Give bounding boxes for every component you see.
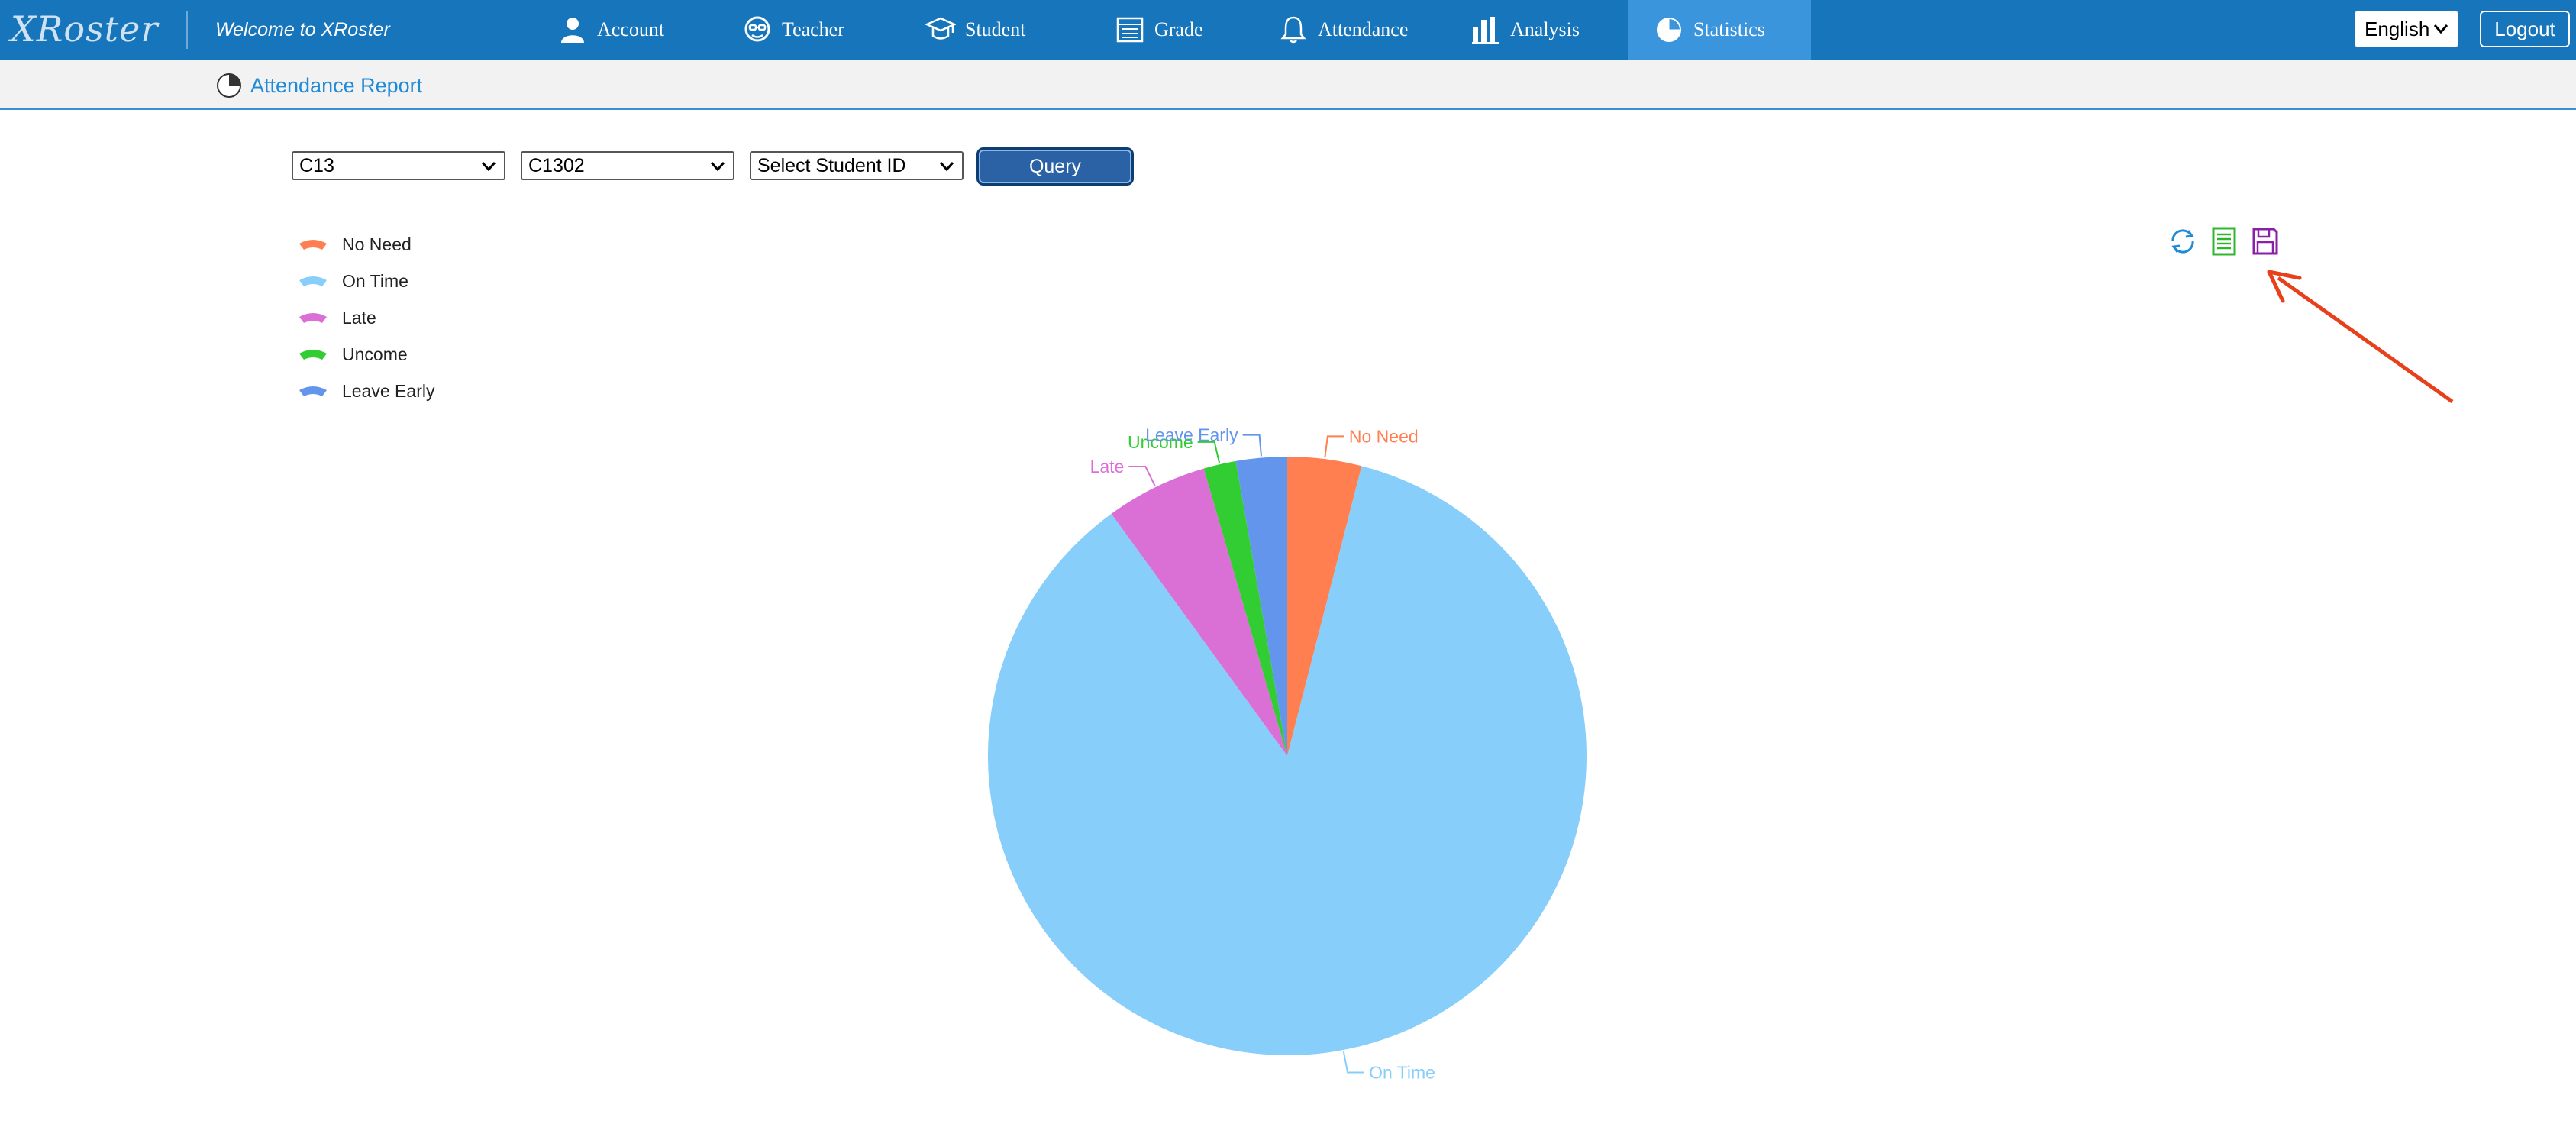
legend-swatch [299,276,327,286]
pie-icon [1657,18,1681,42]
breadcrumb-label: Attendance Report [250,73,423,97]
chevron-down-icon [939,162,954,172]
nav-analysis-label: Analysis [1510,18,1580,40]
slice-label-line [1197,441,1221,463]
legend-label: No Need [342,234,412,254]
class-select[interactable]: C1302 [521,151,734,180]
chart-toolbox [2168,226,2280,257]
refresh-icon[interactable] [2168,226,2197,257]
slice-label-line [1324,435,1344,458]
logout-button[interactable]: Logout [2480,11,2570,47]
nav-account-label: Account [597,18,665,40]
grade-select[interactable]: C13 [292,151,505,180]
legend-item[interactable]: No Need [298,226,434,263]
legend-swatch [299,350,327,360]
breadcrumb-bar: Attendance Report [0,60,2576,110]
grade-list-icon [1116,17,1144,43]
class-select-value: C1302 [528,155,585,176]
legend-item[interactable]: Leave Early [298,373,434,409]
student-select[interactable]: Select Student ID [750,151,964,180]
slice-label: Late [1090,457,1125,476]
data-view-icon[interactable] [2210,226,2239,257]
chart-legend: No Need On Time Late Uncome Leave Early [298,226,434,409]
grade-select-value: C13 [299,155,334,176]
slice-label: On Time [1369,1063,1435,1083]
slice-label: Uncome [1128,432,1193,452]
slice-label-line [1128,466,1156,486]
pie-slice[interactable] [1203,460,1287,756]
slice-label: Leave Early [1145,425,1238,445]
chevron-down-icon [710,162,725,172]
logo-divider [186,11,188,49]
nav-grade[interactable]: Grade [1115,0,1203,60]
nav-analysis[interactable]: Analysis [1470,0,1580,60]
legend-label: Uncome [342,344,408,364]
student-cap-icon [925,17,956,40]
slice-label-line [1342,1051,1365,1074]
nav-statistics[interactable]: Statistics [1628,0,1811,60]
slice-label-line [1242,434,1262,457]
welcome-text: Welcome to XRoster [215,19,390,40]
pie-slice[interactable] [988,466,1587,1055]
chevron-down-icon [481,162,496,172]
legend-label: Leave Early [342,380,435,401]
nav-attendance[interactable]: Attendance [1278,0,1408,60]
query-button[interactable]: Query [979,150,1131,183]
pie-slice[interactable] [1287,457,1362,756]
nav-teacher[interactable]: Teacher [742,0,844,60]
legend-swatch [299,386,327,396]
teacher-icon [744,16,770,42]
nav-teacher-label: Teacher [782,18,844,40]
legend-label: On Time [342,270,408,291]
save-image-icon[interactable] [2251,226,2280,257]
pie-icon [217,73,241,98]
legend-item[interactable]: On Time [298,263,434,299]
nav-account[interactable]: Account [557,0,664,60]
nav-attendance-label: Attendance [1318,18,1409,40]
app-logo[interactable]: XRoster [11,8,159,50]
nav-grade-label: Grade [1154,18,1203,40]
legend-swatch [299,313,327,323]
student-select-value: Select Student ID [757,155,906,176]
top-navbar: XRoster Welcome to XRoster Account Teach… [0,0,2576,60]
pie-slice[interactable] [1111,468,1287,756]
language-value: English [2365,17,2430,40]
language-select[interactable]: English [2355,11,2458,47]
pie-slice[interactable] [1235,457,1287,756]
legend-item[interactable]: Late [298,299,434,336]
bar-chart-icon [1472,17,1499,44]
legend-item[interactable]: Uncome [298,336,434,373]
user-icon [561,18,584,43]
nav-student-label: Student [965,18,1026,40]
nav-student[interactable]: Student [925,0,1025,60]
slice-label: No Need [1349,426,1419,446]
bell-icon [1280,16,1306,44]
chevron-down-icon [2433,24,2448,34]
legend-label: Late [342,307,376,328]
breadcrumb[interactable]: Attendance Report [215,70,422,101]
legend-swatch [299,240,327,250]
nav-statistics-label: Statistics [1693,18,1765,40]
